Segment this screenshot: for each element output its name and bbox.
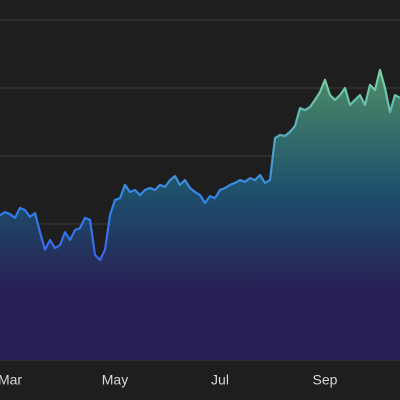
x-tick-label: Jul	[211, 372, 229, 388]
x-tick-label: May	[102, 372, 128, 388]
x-tick-label: Mar	[0, 372, 22, 388]
x-tick-label: Sep	[313, 372, 338, 388]
line	[0, 68, 400, 262]
area	[0, 70, 400, 360]
